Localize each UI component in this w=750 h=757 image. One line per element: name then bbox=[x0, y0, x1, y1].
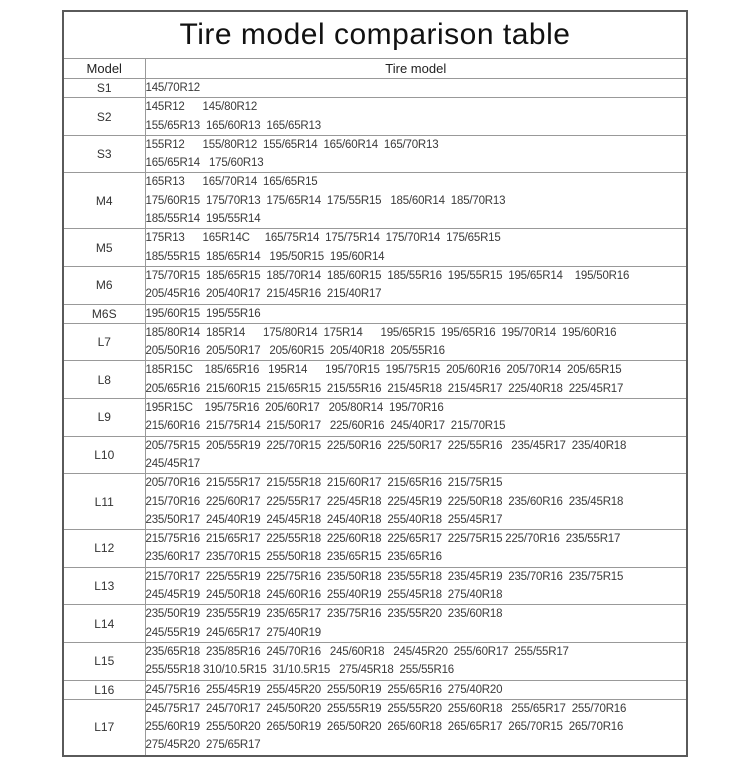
table-body: S1 145/70R12 S2 145R12 145/80R12 155/65R13 1… bbox=[62, 77, 688, 757]
tire-line: 245/45R17 bbox=[145, 457, 201, 470]
table-row: S2 145R12 145/80R12 155/65R13 165/60R13 16… bbox=[62, 97, 688, 136]
model-cell: M5 bbox=[62, 228, 146, 267]
tire-line: 205/65R16 215/60R15 215/65R15 215/55R16 … bbox=[145, 382, 624, 395]
table-row: S1 145/70R12 bbox=[62, 77, 688, 99]
model-cell: L12 bbox=[62, 529, 146, 568]
column-header-model: Model bbox=[62, 58, 146, 79]
tire-line: 195/60R15 195/55R16 bbox=[145, 307, 261, 320]
tire-line: 185/55R15 185/65R14 195/50R15 195/60R14 bbox=[145, 250, 385, 263]
tire-line: 215/70R17 225/55R19 225/75R16 235/50R18 … bbox=[145, 570, 624, 583]
model-cell: L11 bbox=[62, 473, 146, 531]
tire-line: 245/55R19 245/65R17 275/40R19 bbox=[145, 626, 322, 639]
tire-line: 145R12 145/80R12 bbox=[145, 101, 258, 114]
tire-line: 175/60R15 175/70R13 175/65R14 175/55R15 … bbox=[145, 194, 506, 207]
table-row: L13 215/70R17 225/55R19 225/75R16 235/50R… bbox=[62, 566, 688, 606]
title-row: Tire model comparison table bbox=[62, 10, 688, 59]
tire-line: 245/75R16 255/45R19 255/45R20 255/50R19 … bbox=[145, 683, 503, 696]
tire-models-cell: 145R12 145/80R12 155/65R13 165/60R13 165/… bbox=[144, 97, 688, 136]
tire-line: 215/70R16 225/60R17 225/55R17 225/45R18 … bbox=[145, 495, 624, 508]
tire-models-cell: 155R12 155/80R12 155/65R14 165/60R14 165… bbox=[144, 134, 688, 174]
tire-models-cell: 175R13 165R14C 165/75R14 175/75R14 175/7… bbox=[144, 228, 688, 267]
tire-models-cell: 205/75R15 205/55R19 225/70R15 225/50R16 … bbox=[144, 435, 688, 475]
tire-models-cell: 235/50R19 235/55R19 235/65R17 235/75R16 … bbox=[144, 604, 688, 643]
tire-line: 205/75R15 205/55R19 225/70R15 225/50R16 … bbox=[145, 439, 627, 452]
model-cell: S1 bbox=[62, 77, 146, 99]
model-cell: L7 bbox=[62, 322, 146, 362]
header-row: Model Tire model bbox=[62, 58, 688, 79]
model-cell: L16 bbox=[62, 679, 146, 700]
table-row: L11 205/70R16 215/55R17 215/55R18 215/60R… bbox=[62, 473, 688, 531]
tire-line: 195R15C 195/75R16 205/60R17 205/80R14 19… bbox=[145, 402, 444, 415]
model-cell: S3 bbox=[62, 134, 146, 174]
tire-line: 155/65R13 165/60R13 165/65R13 bbox=[145, 119, 322, 132]
tire-line: 205/50R16 205/50R17 205/60R15 205/40R18 … bbox=[145, 345, 446, 358]
tire-line: 255/55R18 310/10.5R15 31/10.5R15 275/45R… bbox=[145, 664, 455, 677]
tire-comparison-sheet: Tire model comparison table Model Tire m… bbox=[62, 10, 688, 757]
table-row: L12 215/75R16 215/65R17 225/55R18 225/60R… bbox=[62, 529, 688, 568]
tire-models-cell: 215/70R17 225/55R19 225/75R16 235/50R18 … bbox=[144, 566, 688, 606]
model-cell: M4 bbox=[62, 172, 146, 230]
tire-models-cell: 185/80R14 185R14 175/80R14 175R14 195/65… bbox=[144, 322, 688, 362]
tire-line: 205/70R16 215/55R17 215/55R18 215/60R17 … bbox=[145, 477, 503, 490]
table-row: L8 185R15C 185/65R16 195R14 195/70R15 195… bbox=[62, 360, 688, 400]
tire-models-cell: 215/75R16 215/65R17 225/55R18 225/60R18 … bbox=[144, 529, 688, 568]
table-row: S3 155R12 155/80R12 155/65R14 165/60R14 1… bbox=[62, 134, 688, 174]
tire-models-cell: 145/70R12 bbox=[144, 77, 688, 99]
tire-line: 235/50R17 245/40R19 245/45R18 245/40R18 … bbox=[145, 513, 503, 526]
tire-line: 245/75R17 245/70R17 245/50R20 255/55R19 … bbox=[145, 702, 627, 715]
tire-line: 235/50R19 235/55R19 235/65R17 235/75R16 … bbox=[145, 608, 503, 621]
table-row: L10 205/75R15 205/55R19 225/70R15 225/50R… bbox=[62, 435, 688, 475]
model-cell: L8 bbox=[62, 360, 146, 400]
tire-line: 235/65R18 235/85R16 245/70R16 245/60R18 … bbox=[145, 645, 569, 658]
tire-models-cell: 195/60R15 195/55R16 bbox=[144, 303, 688, 324]
tire-line: 175R13 165R14C 165/75R14 175/75R14 175/7… bbox=[145, 232, 501, 245]
tire-line: 235/60R17 235/70R15 255/50R18 235/65R15 … bbox=[145, 551, 443, 564]
tire-line: 275/45R20 275/65R17 bbox=[145, 739, 261, 752]
model-cell: L17 bbox=[62, 698, 146, 757]
table-row: L7 185/80R14 185R14 175/80R14 175R14 195/… bbox=[62, 322, 688, 362]
table-row: M4 165R13 165/70R14 165/65R15 175/60R15 17… bbox=[62, 172, 688, 230]
tire-models-cell: 235/65R18 235/85R16 245/70R16 245/60R18 … bbox=[144, 641, 688, 681]
table-row: L14 235/50R19 235/55R19 235/65R17 235/75R… bbox=[62, 604, 688, 643]
tire-line: 255/60R19 255/50R20 265/50R19 265/50R20 … bbox=[145, 721, 624, 734]
model-cell: S2 bbox=[62, 97, 146, 136]
tire-models-cell: 175/70R15 185/65R15 185/70R14 185/60R15 … bbox=[144, 265, 688, 305]
table-row: L16 245/75R16 255/45R19 255/45R20 255/50R… bbox=[62, 679, 688, 700]
table-row: M6S 195/60R15 195/55R16 bbox=[62, 303, 688, 324]
tire-models-cell: 185R15C 185/65R16 195R14 195/70R15 195/7… bbox=[144, 360, 688, 400]
tire-line: 185/80R14 185R14 175/80R14 175R14 195/65… bbox=[145, 326, 617, 339]
model-cell: L14 bbox=[62, 604, 146, 643]
model-cell: M6 bbox=[62, 265, 146, 305]
tire-models-cell: 205/70R16 215/55R17 215/55R18 215/60R17 … bbox=[144, 473, 688, 531]
tire-line: 155R12 155/80R12 155/65R14 165/60R14 165… bbox=[145, 138, 439, 151]
model-cell: L13 bbox=[62, 566, 146, 606]
column-header-tire-model: Tire model bbox=[144, 58, 688, 79]
tire-models-cell: 165R13 165/70R14 165/65R15 175/60R15 175/… bbox=[144, 172, 688, 230]
tire-comparison-table: Tire model comparison table Model Tire m… bbox=[62, 10, 688, 757]
table-row: M6 175/70R15 185/65R15 185/70R14 185/60R1… bbox=[62, 265, 688, 305]
tire-line: 205/45R16 205/40R17 215/45R16 215/40R17 bbox=[145, 288, 382, 301]
tire-line: 185R15C 185/65R16 195R14 195/70R15 195/7… bbox=[145, 364, 622, 377]
table-row: L9 195R15C 195/75R16 205/60R17 205/80R14 … bbox=[62, 398, 688, 437]
tire-line: 145/70R12 bbox=[145, 82, 201, 94]
page-title: Tire model comparison table bbox=[62, 10, 688, 59]
tire-line: 175/70R15 185/65R15 185/70R14 185/60R15 … bbox=[145, 269, 630, 282]
tire-line: 165R13 165/70R14 165/65R15 bbox=[145, 176, 318, 189]
model-cell: L9 bbox=[62, 398, 146, 437]
table-row: M5 175R13 165R14C 165/75R14 175/75R14 175… bbox=[62, 228, 688, 267]
table-row: L17 245/75R17 245/70R17 245/50R20 255/55R… bbox=[62, 698, 688, 757]
tire-line: 215/60R16 215/75R14 215/50R17 225/60R16 … bbox=[145, 420, 506, 433]
tire-line: 185/55R14 195/55R14 bbox=[145, 213, 261, 226]
tire-line: 245/45R19 245/50R18 245/60R16 255/40R19 … bbox=[145, 589, 503, 602]
tire-line: 165/65R14 175/60R13 bbox=[145, 157, 264, 170]
tire-models-cell: 195R15C 195/75R16 205/60R17 205/80R14 19… bbox=[144, 398, 688, 437]
tire-line: 215/75R16 215/65R17 225/55R18 225/60R18 … bbox=[145, 533, 621, 546]
model-cell: L10 bbox=[62, 435, 146, 475]
model-cell: M6S bbox=[62, 303, 146, 324]
table-row: L15 235/65R18 235/85R16 245/70R16 245/60R… bbox=[62, 641, 688, 681]
tire-models-cell: 245/75R16 255/45R19 255/45R20 255/50R19 … bbox=[144, 679, 688, 700]
tire-models-cell: 245/75R17 245/70R17 245/50R20 255/55R19 … bbox=[144, 698, 688, 757]
model-cell: L15 bbox=[62, 641, 146, 681]
